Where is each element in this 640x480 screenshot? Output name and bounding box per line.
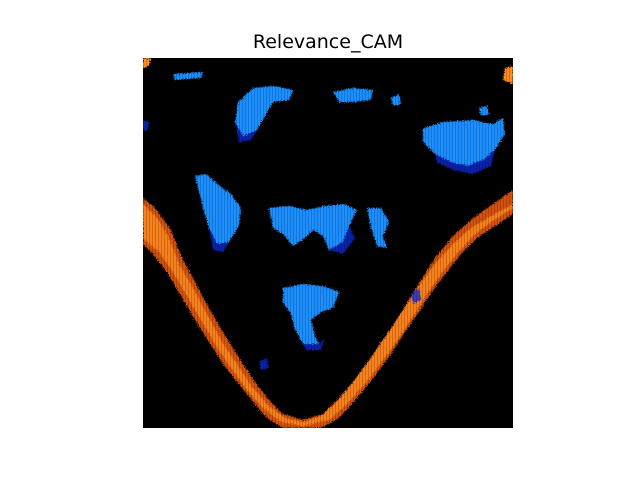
heatmap-svg [143, 58, 513, 428]
figure-title: Relevance_CAM [252, 31, 404, 53]
texture-overlay [143, 58, 513, 428]
heatmap-image [143, 58, 513, 428]
